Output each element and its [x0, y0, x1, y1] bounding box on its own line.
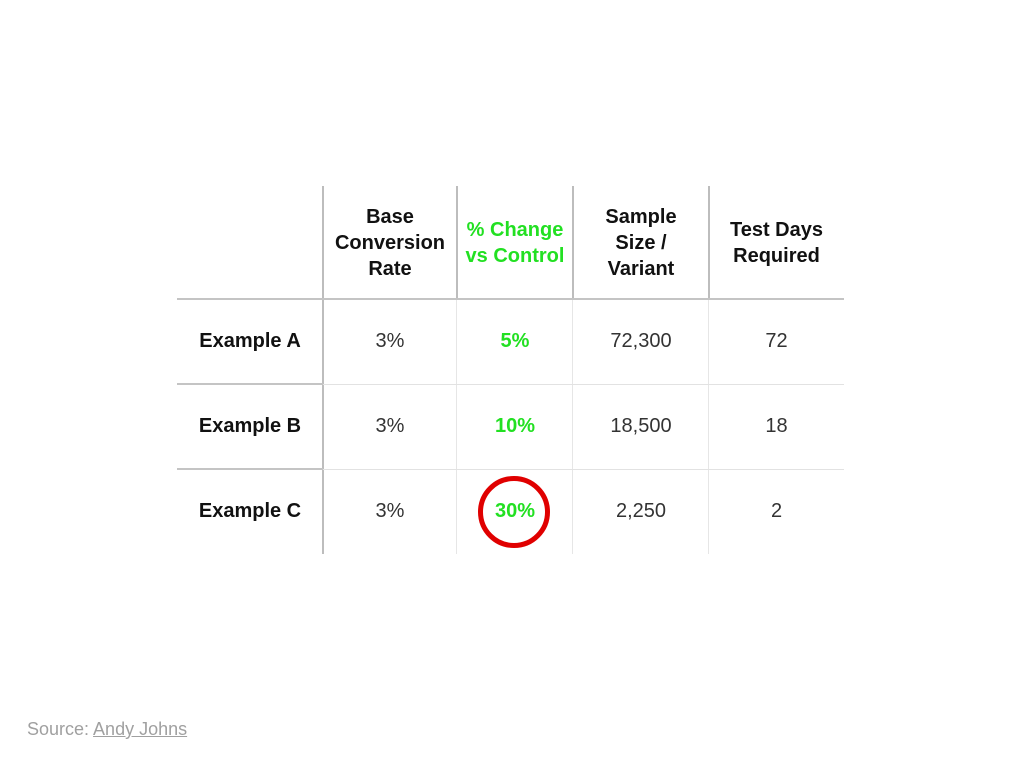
source-link[interactable]: Andy Johns	[93, 719, 188, 739]
grid-line-vertical-body-2	[572, 299, 573, 554]
grid-line-row-b-label	[177, 468, 323, 470]
header-percent-change: % Change vs Control	[465, 218, 565, 267]
source-label: Source:	[27, 719, 94, 739]
cell-c-base-rate: 3%	[375, 500, 405, 522]
grid-line-vertical-header-3	[708, 186, 710, 299]
grid-line-vertical-header-2	[572, 186, 574, 299]
data-table: Base Conversion Rate % Change vs Control…	[177, 186, 844, 554]
cell-c-test-days: 2	[770, 500, 783, 522]
row-label-example-b: Example B	[198, 415, 302, 437]
grid-line-header-bottom	[177, 298, 844, 300]
grid-line-vertical-body-3	[708, 299, 709, 554]
header-sample-size: Sample Size / Variant	[605, 205, 677, 280]
highlight-circle	[478, 476, 550, 548]
cell-b-test-days: 18	[765, 415, 788, 437]
cell-a-percent-change: 5%	[500, 330, 530, 352]
grid-line-vertical-label	[322, 186, 324, 554]
header-base-conversion-rate: Base Conversion Rate	[334, 205, 446, 280]
row-label-example-a: Example A	[199, 330, 301, 352]
grid-line-vertical-body-1	[456, 299, 457, 554]
cell-b-sample-size: 18,500	[610, 415, 672, 437]
cell-a-sample-size: 72,300	[610, 330, 672, 352]
cell-b-percent-change: 10%	[494, 415, 536, 437]
cell-c-sample-size: 2,250	[615, 500, 667, 522]
cell-a-base-rate: 3%	[375, 330, 405, 352]
cell-b-base-rate: 3%	[375, 415, 405, 437]
grid-line-row-b	[323, 469, 844, 470]
row-label-example-c: Example C	[198, 500, 302, 522]
cell-a-test-days: 72	[765, 330, 788, 352]
header-test-days: Test Days Required	[729, 218, 823, 267]
grid-line-row-a-label	[177, 383, 323, 385]
grid-line-row-a	[323, 384, 844, 385]
grid-line-vertical-header-1	[456, 186, 458, 299]
source-credit: Source: Andy Johns	[27, 719, 187, 740]
